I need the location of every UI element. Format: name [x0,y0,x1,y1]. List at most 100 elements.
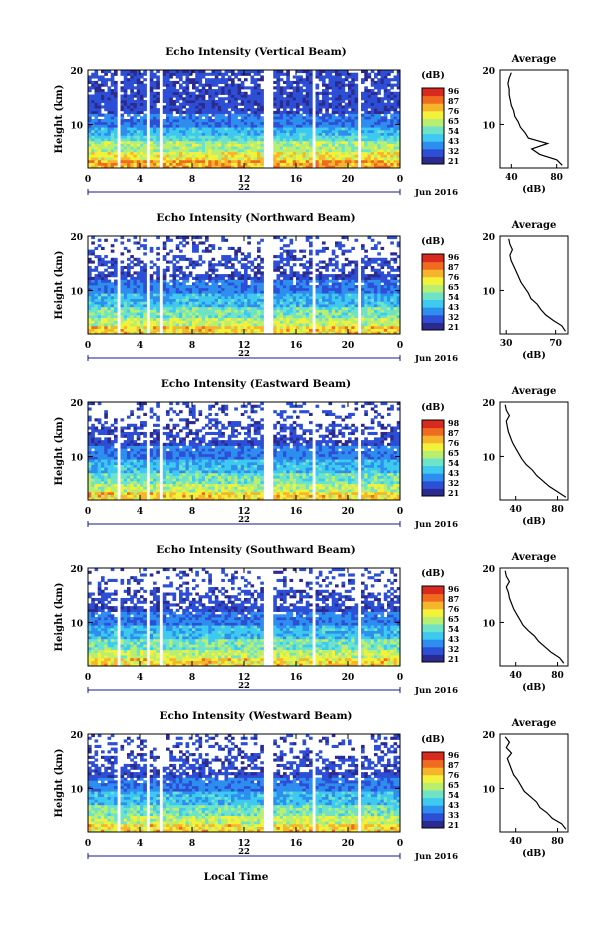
colorbar-swatch [422,276,444,285]
x-tick-label: 4 [137,673,143,683]
average-frame [499,733,569,833]
colorbar-swatch [422,473,444,482]
colorbar-tick-label: 32 [448,312,459,322]
colorbar-swatch [422,88,444,97]
average-frame [499,69,569,169]
average-x-label: (dB) [522,350,546,361]
average-y-tick-label: 10 [482,453,495,463]
colorbar-tick-label: 76 [448,438,460,448]
colorbar-swatch [422,624,444,633]
colorbar-swatch [422,269,444,278]
colorbar-swatch [422,254,444,263]
average-x-tick-label: 40 [509,505,522,515]
x-tick-label: 12 [238,507,251,517]
colorbar-tick-label: 54 [448,624,460,634]
colorbar-swatch [422,427,444,436]
y-tick-label: 10 [70,619,83,629]
x-tick-label: 0 [397,673,403,683]
colorbar-unit: (dB) [421,236,445,247]
colorbar-tick-label: 96 [448,86,460,96]
average-y-tick-label: 10 [482,121,495,131]
colorbar-swatch [422,126,444,135]
day-label: 22 [238,349,250,359]
y-tick-label: 20 [70,67,83,77]
colorbar-swatch [422,752,444,761]
colorbar-swatch [422,95,444,104]
y-axis-label: Height (km) [54,583,65,652]
y-tick-label: 10 [70,785,83,795]
colorbar-tick-label: 65 [448,282,459,292]
y-tick-label: 20 [70,399,83,409]
beam-panel: Echo Intensity (Westward Beam) 20 10 Height… [54,710,569,862]
colorbar-tick-label: 32 [448,478,459,488]
average-x-label: (dB) [522,848,546,859]
average-y-tick-label: 20 [482,565,495,575]
y-axis-label: Height (km) [54,417,65,486]
x-tick-label: 0 [85,839,91,849]
day-label: 22 [238,681,250,691]
colorbar-swatch [422,488,444,497]
colorbar-swatch [422,782,444,791]
colorbar-swatch [422,314,444,323]
colorbar-tick-label: 65 [448,614,459,624]
average-x-tick-label: 40 [505,173,518,183]
y-tick-label: 10 [70,453,83,463]
colorbar-tick-label: 43 [448,634,460,644]
colorbar-frame [421,751,445,829]
colorbar-swatch [422,616,444,625]
colorbar-tick-label: 76 [448,604,460,614]
colorbar-swatch [422,480,444,489]
colorbar-frame [421,87,445,165]
average-y-tick-label: 10 [482,785,495,795]
x-tick-label: 4 [137,507,143,517]
colorbar-tick-label: 76 [448,770,460,780]
x-tick-label: 16 [290,507,303,517]
x-tick-label: 20 [342,341,355,351]
average-y-tick-label: 10 [482,287,495,297]
beam-panel: Echo Intensity (Vertical Beam) 20 10 Height… [54,46,569,198]
colorbar-swatch [422,458,444,467]
average-profile-line [504,736,567,830]
x-tick-label: 8 [189,507,195,517]
average-frame [499,235,569,335]
average-y-tick-label: 10 [482,619,495,629]
colorbar-swatch [422,790,444,799]
colorbar-tick-label: 21 [448,488,459,498]
average-profile-line [507,72,563,166]
date-label: Jun 2016 [414,520,458,530]
average-x-label: (dB) [522,516,546,527]
colorbar-frame [421,585,445,663]
y-tick-label: 20 [70,233,83,243]
panel-title: Echo Intensity (Eastward Beam) [161,378,351,390]
x-tick-label: 4 [137,839,143,849]
y-axis-label: Height (km) [54,85,65,154]
x-tick-label: 16 [290,839,303,849]
colorbar-unit: (dB) [421,734,445,745]
heatmap-cells [88,70,401,169]
colorbar-swatch [422,133,444,142]
colorbar-tick-label: 21 [448,156,459,166]
x-tick-label: 20 [342,175,355,185]
colorbar-tick-label: 98 [448,418,460,428]
colorbar-swatch [422,646,444,655]
colorbar-frame [421,419,445,497]
colorbar-swatch [422,420,444,429]
colorbar-swatch [422,284,444,293]
colorbar-tick-label: 76 [448,272,460,282]
colorbar-swatch [422,631,444,640]
average-title: Average [511,718,557,729]
x-tick-label: 20 [342,839,355,849]
colorbar-swatch [422,442,444,451]
colorbar-tick-label: 54 [448,126,460,136]
colorbar-swatch [422,820,444,829]
average-frame [499,401,569,501]
x-tick-label: 8 [189,341,195,351]
colorbar-swatch [422,322,444,331]
colorbar-tick-label: 43 [448,800,460,810]
heatmap-cells [88,236,401,335]
beam-panel: Echo Intensity (Eastward Beam) 20 10 Height… [54,378,569,530]
colorbar-swatch [422,805,444,814]
colorbar-tick-label: 96 [448,252,460,262]
colorbar-swatch [422,118,444,127]
